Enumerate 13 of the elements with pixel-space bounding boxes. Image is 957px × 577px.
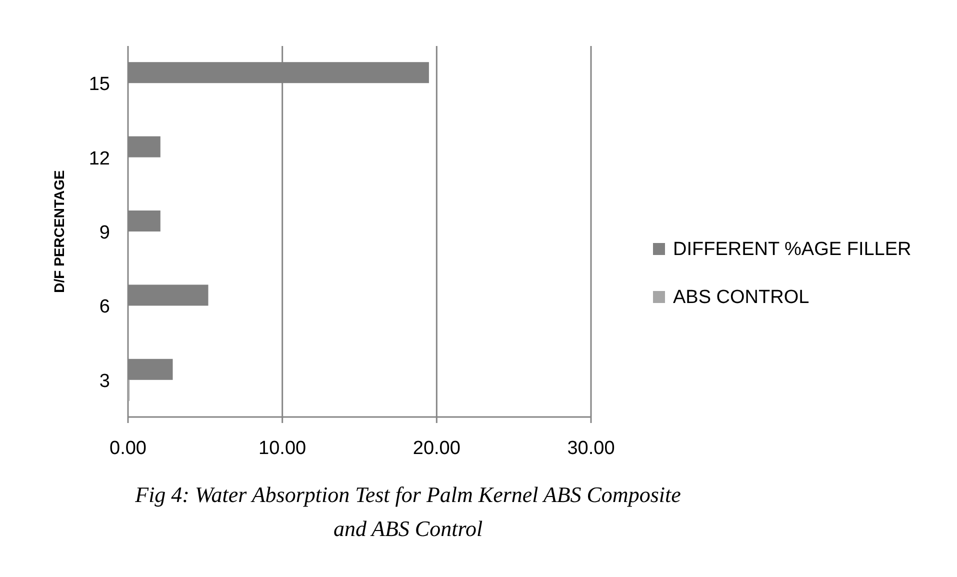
y-tick-label: 3: [99, 370, 110, 392]
x-tick-label: 0.00: [110, 438, 146, 459]
text: Fig 4: Water Absorption Test for Palm Kernel ABS Composite and ABS Control: [134, 482, 682, 541]
y-axis-title: D/F PERCENTAGE: [51, 170, 67, 293]
x-tick-label: 20.00: [412, 438, 460, 459]
y-tick-label: 12: [88, 148, 110, 170]
y-tick-label: 9: [99, 222, 110, 244]
y-tick-label: 6: [99, 296, 110, 318]
legend-label: DIFFERENT %AGE FILLER: [673, 239, 912, 260]
x-tick-label: 10.00: [258, 438, 306, 459]
legend-label: ABS CONTROL: [673, 287, 810, 308]
x-tick-label: 30.00: [567, 438, 615, 459]
y-tick-label: 15: [88, 74, 110, 96]
